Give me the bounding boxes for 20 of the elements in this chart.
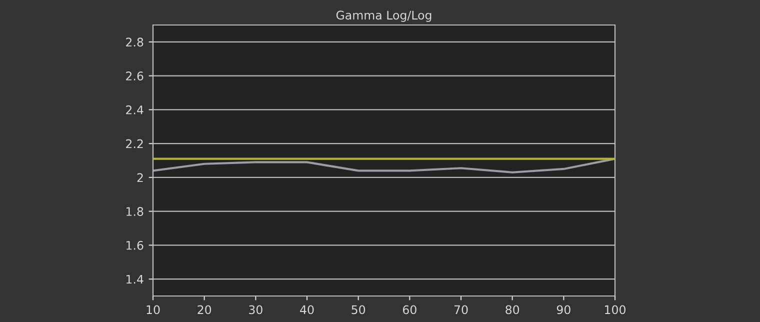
line-series <box>153 158 615 174</box>
x-tick-label: 70 <box>454 305 468 314</box>
x-tick-label: 60 <box>402 305 416 314</box>
x-tick-label: 30 <box>249 305 262 314</box>
y-tick-label: 1.4 <box>126 274 144 284</box>
x-tick-label: 50 <box>352 305 366 314</box>
y-tick-label: 2.6 <box>126 72 144 80</box>
y-tick-label: 1.6 <box>126 240 144 250</box>
y-tick-label: 1.8 <box>126 207 144 216</box>
x-tick-label: 80 <box>506 305 520 314</box>
chart-title: Gamma Log/Log <box>336 10 432 22</box>
x-tick-label: 90 <box>556 305 570 314</box>
x-tick-label: 20 <box>198 305 212 314</box>
y-tick-label: 2 <box>137 173 143 182</box>
x-tick-label: 40 <box>300 305 314 314</box>
x-tick-label: 100 <box>605 305 626 314</box>
y-tick-label: 2.4 <box>126 105 144 114</box>
y-tick-label: 2.8 <box>126 38 144 47</box>
x-tick-label: 10 <box>146 305 160 314</box>
y-tick-label: 2.2 <box>126 139 143 148</box>
